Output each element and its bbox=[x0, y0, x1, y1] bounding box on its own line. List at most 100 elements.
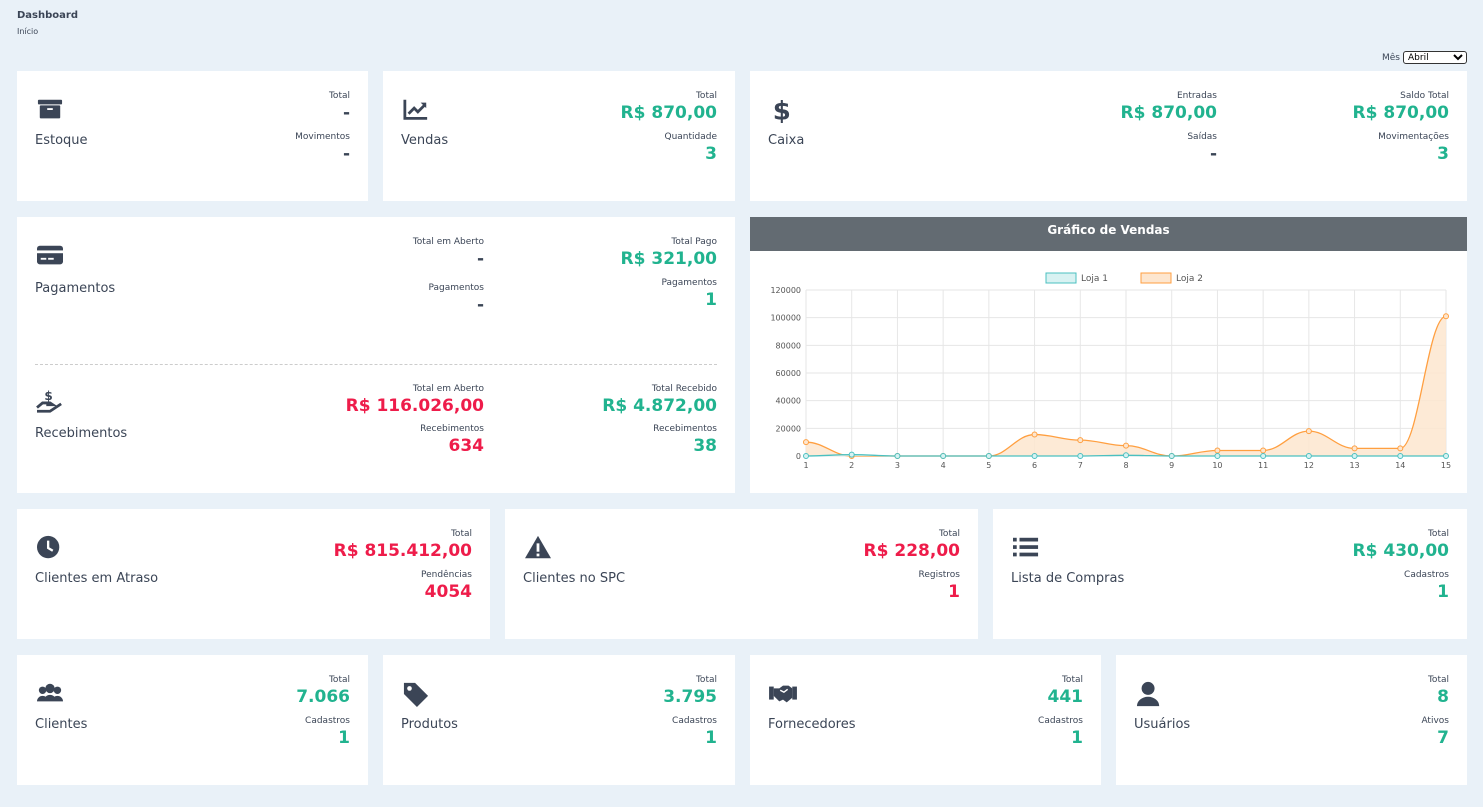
stat-value: 8 bbox=[1437, 687, 1449, 707]
stat-value: R$ 870,00 bbox=[1352, 103, 1449, 123]
stat-label: Total Pago bbox=[671, 237, 717, 247]
x-tick-label: 14 bbox=[1395, 461, 1405, 470]
stat-value: - bbox=[1209, 144, 1217, 164]
data-point bbox=[1305, 428, 1312, 435]
usuarios-k2: Ativos 7 bbox=[1421, 715, 1449, 749]
stat-label: Movimentações bbox=[1378, 132, 1449, 142]
atraso-label: Clientes em Atraso bbox=[35, 571, 159, 586]
stat-value: R$ 4.872,00 bbox=[602, 396, 717, 416]
legend-label: Loja 1 bbox=[1081, 274, 1108, 284]
data-point bbox=[1077, 453, 1084, 459]
stat-value: 1 bbox=[705, 290, 717, 310]
month-select[interactable]: Abril bbox=[1403, 51, 1467, 64]
compras-card[interactable]: Lista de Compras Total R$ 430,00 Cadastros… bbox=[993, 509, 1467, 639]
data-point bbox=[985, 453, 992, 459]
stat-value: 3 bbox=[1437, 144, 1449, 164]
stat-value: 7 bbox=[1437, 728, 1449, 748]
data-point bbox=[1397, 453, 1404, 459]
pagamentos-k4: Pagamentos 1 bbox=[662, 277, 718, 311]
atraso-card[interactable]: Clientes em Atraso Total R$ 815.412,00 Pen… bbox=[17, 509, 490, 639]
y-tick-label: 120000 bbox=[770, 286, 801, 295]
stat-label: Recebimentos bbox=[420, 424, 484, 434]
legend-label: Loja 2 bbox=[1176, 274, 1203, 284]
stat-label: Total em Aberto bbox=[412, 237, 484, 247]
stat-value: R$ 116.026,00 bbox=[345, 396, 484, 416]
stat-value: R$ 870,00 bbox=[1120, 103, 1217, 123]
x-tick-label: 10 bbox=[1212, 461, 1222, 470]
stat-label: Cadastros bbox=[1038, 716, 1083, 726]
x-tick-label: 7 bbox=[1078, 461, 1083, 470]
archive-box-icon bbox=[37, 99, 63, 119]
atraso-k2: Pendências 4054 bbox=[421, 569, 472, 603]
credit-card-icon bbox=[37, 245, 63, 265]
stat-label: Cadastros bbox=[305, 716, 350, 726]
compras-label: Lista de Compras bbox=[1011, 571, 1125, 586]
clientes-card[interactable]: Clientes Total 7.066 Cadastros 1 bbox=[17, 655, 368, 785]
page-title: Dashboard bbox=[17, 10, 78, 21]
clientes-k2: Cadastros 1 bbox=[305, 715, 350, 749]
fornecedores-card[interactable]: Fornecedores Total 441 Cadastros 1 bbox=[750, 655, 1101, 785]
caixa-k3: Saldo Total R$ 870,00 bbox=[1353, 90, 1449, 124]
estoque-k2: Movimentos - bbox=[295, 131, 350, 165]
stat-value: 1 bbox=[948, 582, 960, 602]
stat-label: Total bbox=[1061, 675, 1083, 685]
usuarios-card[interactable]: Usuários Total 8 Ativos 7 bbox=[1116, 655, 1467, 785]
stat-label: Pendências bbox=[421, 570, 472, 580]
recebimentos-k2: Recebimentos 634 bbox=[420, 423, 484, 457]
spc-k1: Total R$ 228,00 bbox=[864, 528, 960, 562]
estoque-card[interactable]: Estoque Total - Movimentos - bbox=[17, 71, 368, 201]
x-tick-label: 5 bbox=[986, 461, 991, 470]
estoque-k1: Total - bbox=[329, 90, 350, 124]
caixa-k1: Entradas R$ 870,00 bbox=[1121, 90, 1217, 124]
spc-k2: Registros 1 bbox=[918, 569, 960, 603]
x-tick-label: 2 bbox=[849, 461, 854, 470]
stat-value: 441 bbox=[1047, 687, 1084, 707]
stat-value: R$ 815.412,00 bbox=[333, 541, 472, 561]
fornecedores-label: Fornecedores bbox=[768, 717, 856, 732]
month-label: Mês bbox=[1382, 52, 1400, 63]
stat-label: Total bbox=[695, 675, 717, 685]
stat-label: Ativos bbox=[1421, 716, 1449, 726]
stat-value: 7.066 bbox=[296, 687, 350, 707]
data-point bbox=[894, 453, 901, 459]
month-filter: Mês Abril bbox=[1382, 51, 1467, 64]
x-tick-label: 1 bbox=[803, 461, 808, 470]
x-tick-label: 8 bbox=[1123, 461, 1128, 470]
caixa-card[interactable]: $ Caixa Entradas R$ 870,00 Saídas - Saldo To… bbox=[750, 71, 1467, 201]
usuarios-k1: Total 8 bbox=[1428, 674, 1449, 708]
compras-k1: Total R$ 430,00 bbox=[1353, 528, 1449, 562]
stat-value: 1 bbox=[705, 728, 717, 748]
produtos-card[interactable]: Produtos Total 3.795 Cadastros 1 bbox=[383, 655, 735, 785]
recebimentos-k3: Total Recebido R$ 4.872,00 bbox=[602, 383, 717, 417]
pagamentos-k1: Total em Aberto - bbox=[413, 236, 484, 270]
stat-label: Quantidade bbox=[664, 132, 717, 142]
vendas-card[interactable]: Vendas Total R$ 870,00 Quantidade 3 bbox=[383, 71, 735, 201]
stat-label: Pagamentos bbox=[428, 283, 485, 293]
data-point bbox=[1397, 445, 1404, 452]
clock-icon bbox=[37, 535, 60, 559]
payments-card[interactable]: Pagamentos Total em Aberto - Pagamentos - To… bbox=[17, 217, 735, 493]
spc-card[interactable]: Clientes no SPC Total R$ 228,00 Registros 1 bbox=[505, 509, 978, 639]
breadcrumb[interactable]: Início bbox=[17, 27, 39, 36]
estoque-label: Estoque bbox=[35, 133, 88, 148]
y-tick-label: 20000 bbox=[776, 424, 801, 433]
pagamentos-k2: Pagamentos - bbox=[429, 282, 485, 316]
data-point bbox=[940, 453, 947, 459]
data-point bbox=[1168, 453, 1175, 459]
stat-label: Total Recebido bbox=[651, 384, 717, 394]
produtos-label: Produtos bbox=[401, 717, 458, 732]
usuarios-label: Usuários bbox=[1134, 717, 1191, 732]
list-icon bbox=[1013, 537, 1039, 557]
vendas-k2: Quantidade 3 bbox=[664, 131, 717, 165]
x-tick-label: 3 bbox=[895, 461, 900, 470]
clientes-k1: Total 7.066 bbox=[296, 674, 350, 708]
stat-value: - bbox=[476, 295, 484, 315]
recebimentos-k4: Recebimentos 38 bbox=[653, 423, 717, 457]
stat-label: Entradas bbox=[1176, 91, 1217, 101]
warning-icon bbox=[525, 535, 551, 559]
y-tick-label: 0 bbox=[796, 452, 801, 461]
data-point bbox=[803, 453, 809, 459]
stat-label: Cadastros bbox=[1404, 570, 1449, 580]
chart-title: Gráfico de Vendas bbox=[750, 217, 1467, 251]
vendas-k1: Total R$ 870,00 bbox=[621, 90, 717, 124]
